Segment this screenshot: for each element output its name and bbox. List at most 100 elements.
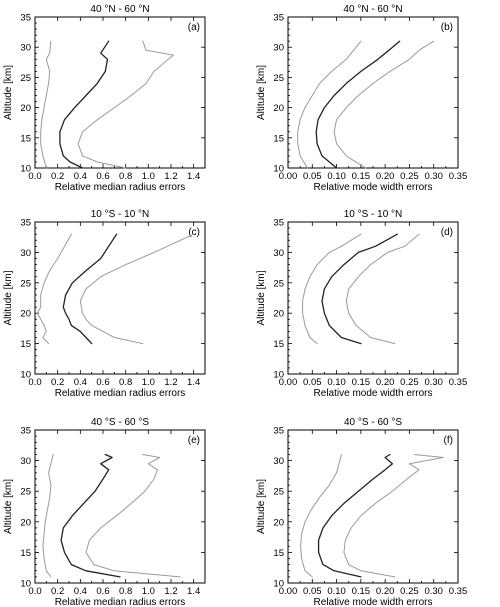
y-tick-label: 30 [273,248,284,259]
y-tick-label: 20 [20,517,31,528]
y-tick-label: 10 [273,579,284,590]
x-tick-label: 0.10 [327,586,346,597]
y-tick-label: 15 [20,133,31,144]
x-tick-label: 1.0 [142,377,155,388]
y-tick-label: 25 [273,487,284,498]
x-tick-label: 0.10 [327,377,346,388]
y-tick-label: 10 [20,579,31,590]
panel-title: 40 °N - 60 °N [343,4,402,15]
series-line-dark [59,40,110,169]
x-tick-label: 0.05 [303,171,322,182]
x-tick-label: 0.8 [119,171,132,182]
series-line-light [343,454,444,578]
x-tick-label: 0.4 [74,586,87,597]
x-tick-label: 0.20 [376,171,395,182]
x-axis-label: Relative median radius errors [55,388,186,399]
y-tick-label: 20 [273,103,284,114]
y-tick-label: 35 [273,13,284,24]
panel-b: 0.00 0.05 0.10 0.15 0.20 0.25 0.30 0.35 10 15 20 25… [256,4,467,193]
series-line-light [333,40,435,169]
x-axis-label: Relative mode width errors [314,597,433,607]
x-tick-label: 0.35 [449,171,468,182]
panel-d: 0.00 0.05 0.10 0.15 0.20 0.25 0.30 0.35 10 15 20 25… [256,209,467,399]
y-tick-label: 10 [273,370,284,381]
series-line-light [85,454,181,578]
y-tick-label: 25 [273,278,284,289]
y-tick-label: 30 [20,248,31,259]
panel-title: 40 °S - 60 °S [91,417,149,428]
y-axis-label: Altitude [km] [3,270,14,325]
x-tick-label: 0.8 [119,377,132,388]
panel-label: (c) [188,227,200,238]
series-line-light [345,233,420,345]
x-tick-label: 0.25 [400,377,419,388]
x-tick-label: 1.0 [142,171,155,182]
series-line-light [42,454,54,578]
x-tick-label: 1.4 [187,586,200,597]
series-line-dark [315,40,401,169]
y-axis-label: Altitude [km] [256,65,267,120]
x-tick-label: 1.2 [164,586,177,597]
x-tick-label: 1.2 [164,377,177,388]
x-tick-label: 0.05 [303,377,322,388]
x-tick-label: 0.35 [449,377,468,388]
y-tick-label: 30 [20,43,31,54]
series-line-light [297,40,362,169]
y-tick-label: 20 [273,517,284,528]
panel-c: 0.0 0.2 0.4 0.6 0.8 1.0 1.2 1.4 10 15 20 25 30 35 10 °… [3,209,206,399]
series-line-light [302,233,362,345]
panel-a: 0.0 0.2 0.4 0.6 0.8 1.0 1.2 1.4 10 15 20 25 30 35 40 °… [3,4,206,193]
y-axis-label: Altitude [km] [3,479,14,534]
x-tick-label: 0.4 [74,377,87,388]
x-tick-label: 1.4 [187,377,200,388]
x-tick-label: 0.6 [96,377,109,388]
y-tick-label: 10 [20,164,31,175]
panel-title: 40 °S - 60 °S [344,417,402,428]
y-tick-label: 15 [273,339,284,350]
x-tick-label: 0.2 [51,586,64,597]
x-tick-label: 0.30 [424,377,443,388]
panel-f: 0.00 0.05 0.10 0.15 0.20 0.25 0.30 0.35 10 15 20 25… [256,417,467,607]
panel-title: 10 °S - 10 °N [91,209,150,220]
plot-frame [34,221,206,375]
y-tick-label: 25 [20,73,31,84]
x-tick-label: 0.25 [400,171,419,182]
y-tick-label: 20 [273,309,284,320]
series-line-dark [62,233,118,345]
plot-frame [34,16,206,169]
y-tick-label: 25 [20,487,31,498]
plot-frame [287,221,459,375]
y-tick-label: 30 [20,456,31,467]
panel-title: 10 °S - 10 °N [344,209,403,220]
panel-label: (f) [444,435,453,446]
x-tick-label: 0.6 [96,586,109,597]
series-line-dark [321,233,398,345]
x-tick-label: 0.30 [424,586,443,597]
y-tick-label: 25 [20,278,31,289]
x-tick-label: 0.0 [28,586,41,597]
panel-title: 40 °N - 60 °N [90,4,149,15]
y-tick-label: 35 [273,426,284,437]
series-line-light [77,40,174,169]
y-tick-label: 30 [273,456,284,467]
y-tick-label: 15 [20,339,31,350]
y-tick-label: 30 [273,43,284,54]
series-line-dark [317,453,394,578]
panel-label: (a) [188,22,200,33]
panel-label: (b) [441,22,453,33]
y-axis-label: Altitude [km] [256,479,267,534]
x-tick-label: 0.10 [327,171,346,182]
x-tick-label: 1.2 [164,171,177,182]
x-tick-label: 0.30 [424,171,443,182]
y-tick-label: 35 [20,218,31,229]
x-tick-label: 0.0 [28,171,41,182]
x-tick-label: 0.15 [352,586,371,597]
y-tick-label: 20 [20,103,31,114]
panel-label: (e) [188,435,200,446]
x-tick-label: 0.00 [279,171,298,182]
x-tick-label: 0.00 [279,377,298,388]
x-tick-label: 0.20 [376,586,395,597]
x-tick-label: 0.05 [303,586,322,597]
y-tick-label: 15 [273,548,284,559]
